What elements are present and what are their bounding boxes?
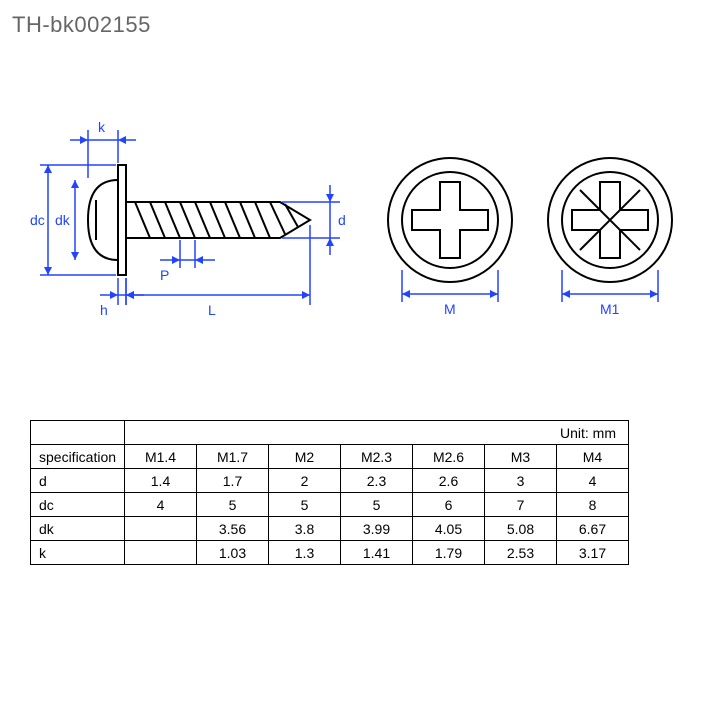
unit-row: Unit: mm [31,421,629,445]
dim-P: P [160,240,215,283]
dim-d: d [282,185,346,255]
label-dc: dc [30,212,45,228]
row-header: specification [31,445,125,469]
dk-row: dk 3.563.83.994.055.086.67 [31,517,629,541]
specification-table: Unit: mm specification M1.4 M1.7 M2 M2.3… [30,420,629,565]
pozi-head-view: M1 [548,158,672,317]
label-P: P [160,267,169,283]
screw-side-view: k dc dk h [30,119,346,318]
label-M1: M1 [600,301,620,317]
label-d: d [338,212,346,228]
label-h: h [100,302,108,318]
watermark-text: TH-bk002155 [12,12,151,38]
screw-threads [135,202,298,238]
label-k: k [98,119,106,135]
technical-diagram: k dc dk h [30,90,690,350]
dim-h: h [100,278,144,318]
phillips-head-view: M [388,158,512,317]
header-row: specification M1.4 M1.7 M2 M2.3 M2.6 M3 … [31,445,629,469]
d-row: d 1.41.722.32.634 [31,469,629,493]
label-M: M [444,301,456,317]
label-dk: dk [55,212,71,228]
k-row: k 1.031.31.411.792.533.17 [31,541,629,565]
unit-label: Unit: mm [125,421,629,445]
label-L: L [208,302,216,318]
dc-row: dc 4555678 [31,493,629,517]
